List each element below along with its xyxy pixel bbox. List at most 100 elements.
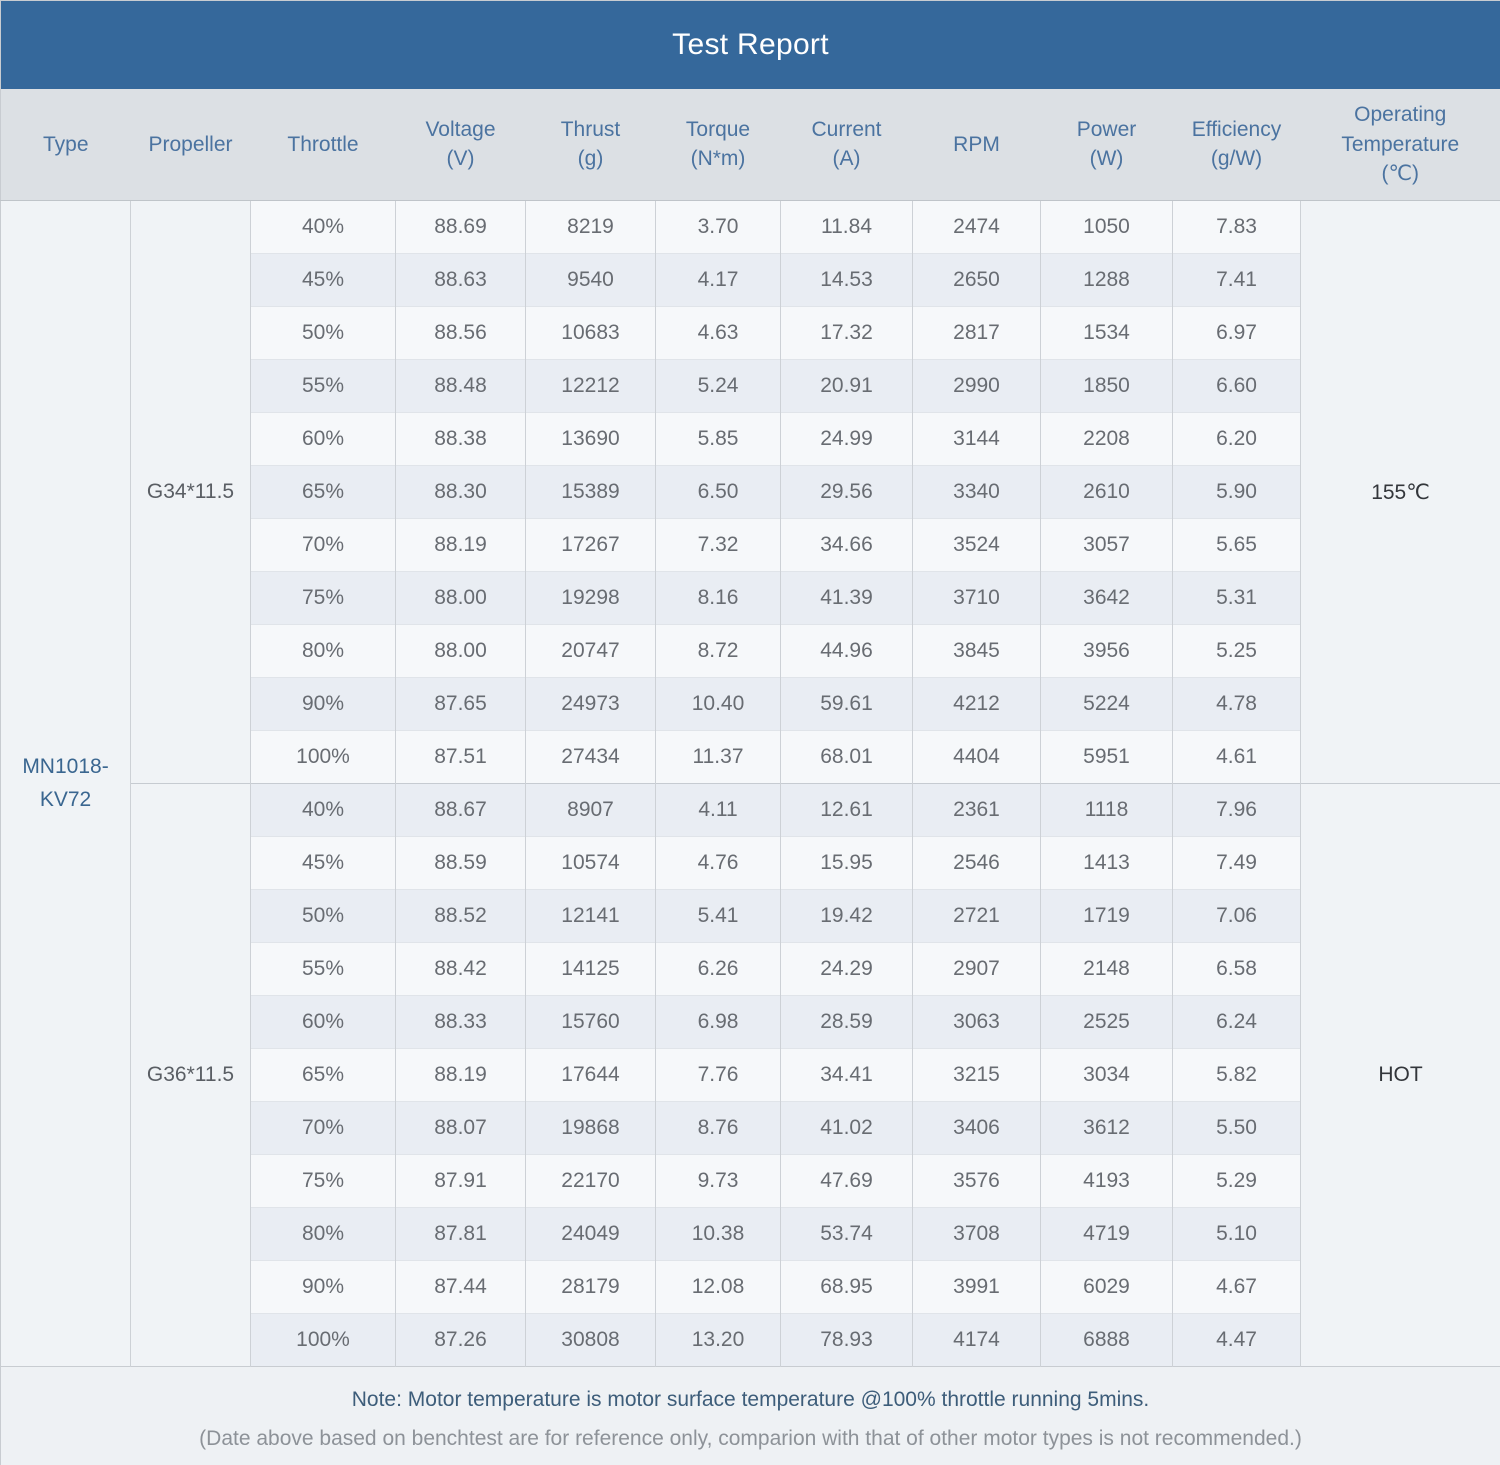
voltage-cell: 87.65 bbox=[395, 677, 526, 731]
col-header-label: Voltage bbox=[425, 117, 496, 141]
rpm-cell: 2650 bbox=[912, 253, 1041, 307]
thrust-cell: 8219 bbox=[525, 200, 656, 254]
data-row: 60% 88.33 15760 6.98 28.59 3063 2525 6.24 bbox=[0, 995, 1500, 1049]
voltage-cell: 88.59 bbox=[395, 836, 526, 890]
rpm-cell: 3215 bbox=[912, 1048, 1041, 1102]
throttle-cell: 100% bbox=[250, 730, 396, 784]
current-cell: 68.95 bbox=[780, 1260, 913, 1314]
torque-cell: 8.16 bbox=[655, 571, 781, 625]
rpm-cell: 3406 bbox=[912, 1101, 1041, 1155]
current-cell: 59.61 bbox=[780, 677, 913, 731]
torque-cell: 6.50 bbox=[655, 465, 781, 519]
torque-cell: 8.76 bbox=[655, 1101, 781, 1155]
data-row: 50% 88.52 12141 5.41 19.42 2721 1719 7.06 bbox=[0, 889, 1500, 943]
thrust-cell: 30808 bbox=[525, 1313, 656, 1367]
voltage-cell: 88.30 bbox=[395, 465, 526, 519]
torque-cell: 3.70 bbox=[655, 200, 781, 254]
notes-area: Note: Motor temperature is motor surface… bbox=[0, 1366, 1500, 1465]
col-header-efficiency: Efficiency (g/W) bbox=[1172, 88, 1301, 201]
efficiency-cell: 7.96 bbox=[1172, 783, 1301, 837]
throttle-cell: 60% bbox=[250, 412, 396, 466]
data-row: 45% 88.59 10574 4.76 15.95 2546 1413 7.49 bbox=[0, 836, 1500, 890]
note-line-1: Note: Motor temperature is motor surface… bbox=[351, 1388, 1150, 1411]
torque-cell: 10.38 bbox=[655, 1207, 781, 1261]
col-header-label: Type bbox=[42, 132, 89, 156]
voltage-cell: 88.63 bbox=[395, 253, 526, 307]
throttle-cell: 40% bbox=[250, 783, 396, 837]
voltage-cell: 88.00 bbox=[395, 624, 526, 678]
note-line-2: (Date above based on benchtest are for r… bbox=[199, 1427, 1302, 1451]
thrust-cell: 14125 bbox=[525, 942, 656, 996]
efficiency-cell: 7.41 bbox=[1172, 253, 1301, 307]
data-row: 90% 87.44 28179 12.08 68.95 3991 6029 4.67 bbox=[0, 1260, 1500, 1314]
throttle-cell: 45% bbox=[250, 836, 396, 890]
power-cell: 4193 bbox=[1040, 1154, 1173, 1208]
thrust-cell: 12141 bbox=[525, 889, 656, 943]
propeller-cell: G34*11.5 bbox=[130, 200, 251, 784]
throttle-cell: 100% bbox=[250, 1313, 396, 1367]
power-cell: 1534 bbox=[1040, 306, 1173, 360]
efficiency-cell: 4.78 bbox=[1172, 677, 1301, 731]
thrust-cell: 28179 bbox=[525, 1260, 656, 1314]
torque-cell: 4.11 bbox=[655, 783, 781, 837]
current-cell: 12.61 bbox=[780, 783, 913, 837]
thrust-cell: 24973 bbox=[525, 677, 656, 731]
torque-cell: 10.40 bbox=[655, 677, 781, 731]
power-cell: 3057 bbox=[1040, 518, 1173, 572]
col-header-unit: (℃) bbox=[1381, 161, 1420, 185]
power-cell: 1850 bbox=[1040, 359, 1173, 413]
rpm-cell: 3991 bbox=[912, 1260, 1041, 1314]
current-cell: 41.39 bbox=[780, 571, 913, 625]
efficiency-cell: 5.50 bbox=[1172, 1101, 1301, 1155]
data-row: 80% 87.81 24049 10.38 53.74 3708 4719 5.10 bbox=[0, 1207, 1500, 1261]
voltage-cell: 87.81 bbox=[395, 1207, 526, 1261]
voltage-cell: 88.19 bbox=[395, 518, 526, 572]
voltage-cell: 88.42 bbox=[395, 942, 526, 996]
thrust-cell: 17267 bbox=[525, 518, 656, 572]
power-cell: 2208 bbox=[1040, 412, 1173, 466]
current-cell: 17.32 bbox=[780, 306, 913, 360]
throttle-cell: 40% bbox=[250, 200, 396, 254]
torque-cell: 5.24 bbox=[655, 359, 781, 413]
torque-cell: 7.32 bbox=[655, 518, 781, 572]
efficiency-cell: 7.06 bbox=[1172, 889, 1301, 943]
throttle-cell: 60% bbox=[250, 995, 396, 1049]
efficiency-cell: 4.61 bbox=[1172, 730, 1301, 784]
col-header-unit: (A) bbox=[832, 147, 861, 171]
throttle-cell: 55% bbox=[250, 942, 396, 996]
column-header-row: Type Propeller Throttle Voltage (V) Thrust (g)… bbox=[0, 88, 1500, 201]
voltage-cell: 88.52 bbox=[395, 889, 526, 943]
page-title: Test Report bbox=[0, 0, 1500, 89]
col-header-throttle: Throttle bbox=[250, 88, 396, 201]
efficiency-cell: 6.24 bbox=[1172, 995, 1301, 1049]
current-cell: 29.56 bbox=[780, 465, 913, 519]
col-header-current: Current (A) bbox=[780, 88, 913, 201]
voltage-cell: 88.38 bbox=[395, 412, 526, 466]
efficiency-cell: 4.67 bbox=[1172, 1260, 1301, 1314]
rpm-cell: 3063 bbox=[912, 995, 1041, 1049]
col-header-label: Power bbox=[1076, 117, 1137, 141]
thrust-cell: 19298 bbox=[525, 571, 656, 625]
power-cell: 4719 bbox=[1040, 1207, 1173, 1261]
thrust-cell: 10574 bbox=[525, 836, 656, 890]
col-header-unit: (W) bbox=[1089, 147, 1124, 171]
voltage-cell: 88.07 bbox=[395, 1101, 526, 1155]
current-cell: 24.99 bbox=[780, 412, 913, 466]
data-row: 100% 87.26 30808 13.20 78.93 4174 6888 4.47 bbox=[0, 1313, 1500, 1367]
current-cell: 19.42 bbox=[780, 889, 913, 943]
col-header-unit: (g/W) bbox=[1210, 147, 1263, 171]
power-cell: 3034 bbox=[1040, 1048, 1173, 1102]
col-header-operating-temperature: Operating Temperature (℃) bbox=[1300, 88, 1500, 201]
thrust-cell: 17644 bbox=[525, 1048, 656, 1102]
notes-row: Note: Motor temperature is motor surface… bbox=[0, 1366, 1500, 1465]
power-cell: 5951 bbox=[1040, 730, 1173, 784]
col-header-thrust: Thrust (g) bbox=[525, 88, 656, 201]
throttle-cell: 90% bbox=[250, 677, 396, 731]
voltage-cell: 88.00 bbox=[395, 571, 526, 625]
current-cell: 44.96 bbox=[780, 624, 913, 678]
current-cell: 11.84 bbox=[780, 200, 913, 254]
throttle-cell: 50% bbox=[250, 306, 396, 360]
torque-cell: 7.76 bbox=[655, 1048, 781, 1102]
torque-cell: 4.63 bbox=[655, 306, 781, 360]
col-header-label: Operating Temperature bbox=[1341, 103, 1460, 156]
